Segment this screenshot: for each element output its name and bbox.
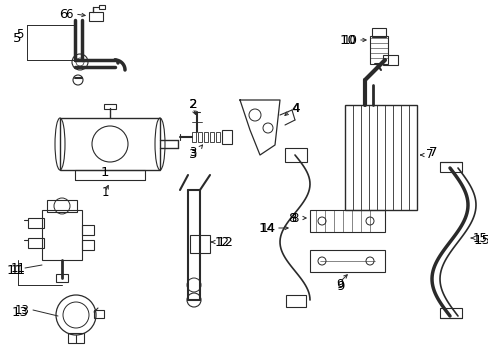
- Text: 6: 6: [59, 8, 67, 21]
- Text: 3: 3: [189, 145, 196, 158]
- Text: 12: 12: [216, 237, 233, 249]
- Text: 11: 11: [10, 264, 25, 276]
- Bar: [309, 210, 384, 232]
- Bar: [192, 132, 196, 142]
- Bar: [47, 200, 77, 212]
- Bar: [82, 225, 94, 235]
- Bar: [94, 310, 104, 318]
- Bar: [369, 36, 387, 64]
- Text: 9: 9: [335, 280, 344, 293]
- Text: 10: 10: [339, 33, 356, 46]
- Text: 1: 1: [101, 166, 109, 180]
- Text: 10: 10: [342, 33, 357, 46]
- Text: 14: 14: [260, 221, 275, 234]
- Text: 9: 9: [336, 279, 343, 292]
- Text: 8: 8: [287, 211, 296, 225]
- Text: 6: 6: [65, 8, 73, 21]
- Text: 12: 12: [214, 235, 229, 248]
- Text: 2: 2: [188, 99, 197, 112]
- Bar: [309, 250, 384, 272]
- Bar: [60, 118, 160, 170]
- Bar: [216, 132, 220, 142]
- Text: 7: 7: [428, 145, 436, 158]
- Bar: [56, 274, 68, 282]
- Bar: [104, 104, 116, 109]
- Bar: [68, 333, 84, 343]
- Text: 2: 2: [189, 99, 196, 112]
- Text: 5: 5: [13, 31, 21, 45]
- Text: 15: 15: [472, 234, 488, 247]
- Bar: [198, 132, 202, 142]
- Text: 8: 8: [291, 211, 298, 225]
- Bar: [42, 210, 82, 260]
- Bar: [28, 218, 44, 228]
- Bar: [209, 132, 214, 142]
- Text: 4: 4: [291, 102, 300, 114]
- Bar: [28, 238, 44, 248]
- Text: 4: 4: [292, 102, 299, 114]
- Bar: [345, 105, 416, 210]
- Bar: [99, 5, 105, 9]
- Bar: [82, 240, 94, 250]
- Text: 14: 14: [258, 221, 275, 234]
- Bar: [203, 132, 207, 142]
- Bar: [439, 162, 461, 172]
- Text: 13: 13: [15, 303, 29, 316]
- Text: 3: 3: [188, 148, 197, 162]
- Text: 13: 13: [12, 306, 28, 319]
- Text: 11: 11: [6, 264, 23, 276]
- Bar: [285, 148, 306, 162]
- Text: 5: 5: [16, 28, 23, 41]
- Bar: [190, 235, 209, 253]
- Bar: [439, 308, 461, 318]
- Bar: [285, 295, 305, 307]
- Bar: [382, 55, 397, 65]
- Bar: [89, 12, 103, 21]
- Text: 1: 1: [101, 185, 108, 198]
- Bar: [222, 130, 231, 144]
- Text: 11: 11: [10, 261, 25, 274]
- Bar: [371, 28, 385, 37]
- Text: 7: 7: [426, 148, 433, 162]
- Text: 15: 15: [471, 231, 487, 244]
